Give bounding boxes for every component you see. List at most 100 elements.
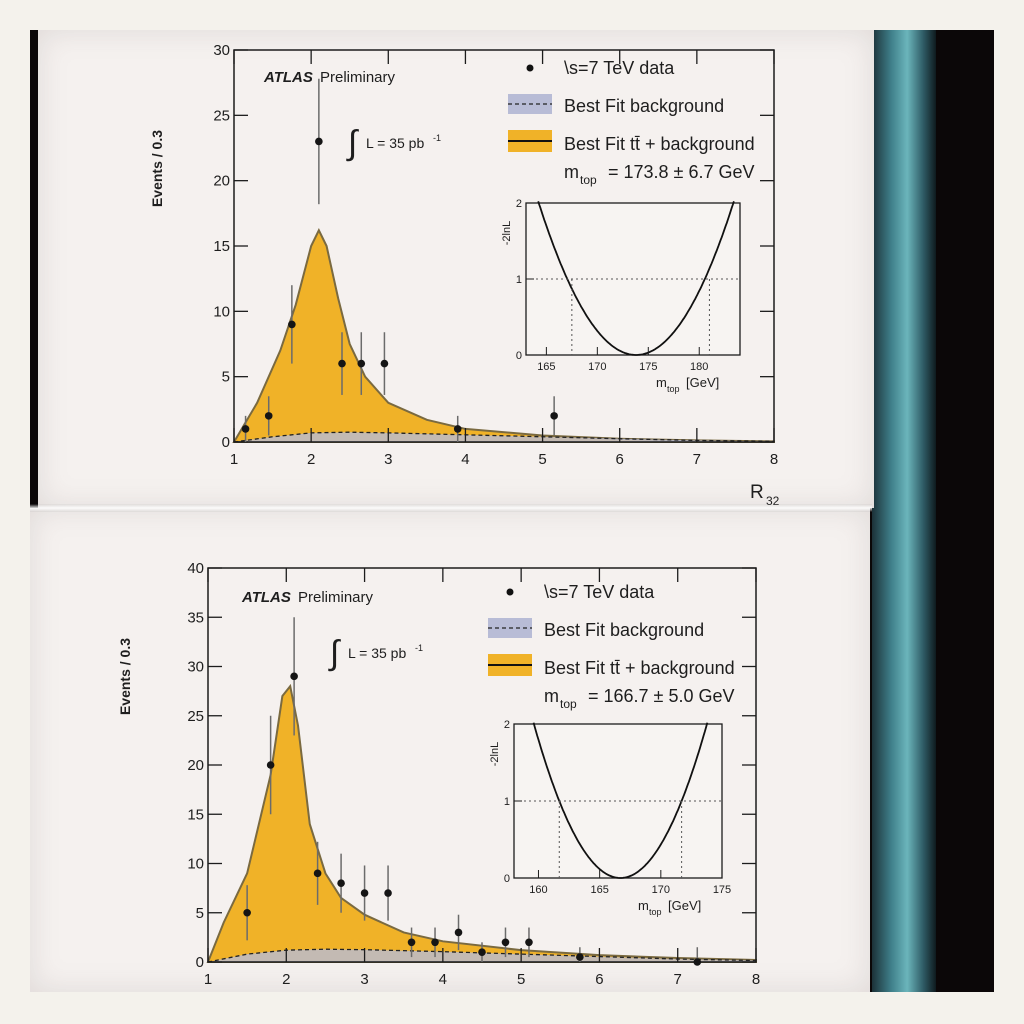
plot1-ytick-label: 0: [196, 954, 204, 971]
plot0-xtick-label: 4: [461, 451, 469, 468]
plot1-inset-ytick-label: 1: [504, 796, 510, 808]
plot1-data-point: [454, 928, 463, 937]
plot0-data-point: [241, 425, 250, 433]
plot0-experiment-status: Preliminary: [320, 69, 396, 86]
plot1-inset-likelihood-curve: [532, 722, 709, 879]
plot1-legend-signal-label: Best Fit tt̄ + background: [544, 658, 735, 678]
plot0-inset-xtick-label: 170: [588, 361, 606, 373]
plot0-mtop-value: = 173.8 ± 6.7 GeV: [608, 162, 754, 182]
plot0-inset-xlabel-unit: [GeV]: [686, 375, 719, 390]
plot1-ytick-label: 25: [187, 708, 204, 725]
plot0-data-point: [288, 320, 296, 329]
plot1-mtop-value: = 166.7 ± 5.0 GeV: [588, 686, 734, 706]
metal-edge: [872, 30, 936, 992]
plot0-data-point: [357, 359, 366, 368]
plot1-xtick-label: 1: [204, 971, 212, 988]
plot0-xtick-label: 6: [616, 451, 624, 468]
plot1-data-point: [337, 879, 345, 887]
plot0-inset-likelihood-curve: [537, 201, 735, 356]
plot1-xtick-label: 5: [517, 971, 525, 988]
plot1-inset-xlabel-unit: [GeV]: [668, 898, 701, 913]
plot1-data-point: [576, 953, 584, 961]
plot1-inset-xtick-label: 165: [590, 884, 608, 896]
plot0-xtick-label: 5: [538, 451, 546, 468]
plot1-inset-ytick-label: 0: [504, 873, 510, 885]
plot0-inset-xtick-label: 175: [639, 361, 657, 373]
photo-background: 0 5 10 15 20 25 30 1 2 3 4 5 6 7 8 Events / 0.3 R 32 ATLAS…: [30, 30, 994, 992]
plot0-legend-bg-label: Best Fit background: [564, 96, 724, 116]
plot0-legend-data-label: \s=7 TeV data: [564, 58, 675, 78]
plot1-xtick-label: 8: [752, 971, 760, 988]
plot0-ylabel: Events / 0.3: [149, 130, 165, 207]
plot0-legend-signal-label: Best Fit tt̄ + background: [564, 134, 755, 154]
plot0-xlabel: R: [750, 482, 764, 503]
plot0-legend-data-marker: [526, 64, 534, 72]
plot1-data-point: [290, 672, 298, 681]
plot1-mtop-sub: top: [560, 697, 577, 711]
plot0-data-point: [315, 137, 323, 146]
plot0-background-area: [234, 432, 774, 442]
plot1-ytick-label: 35: [187, 609, 204, 626]
plot0-mtop-sub: top: [580, 173, 597, 187]
plot1-inset-xtick-label: 175: [713, 884, 731, 896]
plot1-xtick-label: 4: [439, 971, 447, 988]
plot1-inset-frame: [513, 723, 723, 879]
paper-page-top: 0 5 10 15 20 25 30 1 2 3 4 5 6 7 8 Events / 0.3 R 32 ATLAS…: [38, 30, 874, 508]
plot1-xtick-label: 6: [595, 971, 603, 988]
plot1-ytick-label: 5: [196, 905, 204, 922]
plot0-inset-ylabel: -2lnL: [501, 221, 513, 245]
plot1-ylabel: Events / 0.3: [117, 638, 133, 715]
plot1-inset-xtick-label: 170: [652, 884, 670, 896]
plot1-inset-xlabel: m: [638, 898, 649, 913]
plot0-inset-ytick-label: 1: [516, 274, 522, 286]
plot1-background-line: [207, 948, 757, 963]
plot0-inset-xtick-label: 180: [690, 361, 708, 373]
plot1-data-point: [431, 938, 439, 947]
plot1-ytick-label: 20: [187, 757, 204, 774]
plot0-inset-ytick-label: 0: [516, 350, 522, 362]
plot1-inset-xlabel-sub: top: [649, 907, 662, 917]
plot1-data-point: [693, 958, 702, 966]
plot0-ytick-label: 30: [213, 42, 230, 59]
plot1-lumi-sup: -1: [415, 643, 423, 653]
plot1-legend-data-marker: [506, 588, 514, 596]
plot0-experiment-label: ATLAS: [263, 69, 313, 86]
plot0-ytick-label: 20: [213, 173, 230, 190]
paper-page-bottom: 0 5 10 15 20 25 30 35 40 1 2 3 4 5 6 7 8 Events / 0.3 ATLA…: [30, 508, 870, 992]
plot0-xtick-label: 2: [307, 451, 315, 468]
plot1-inset-xtick-label: 160: [529, 884, 547, 896]
plot0-inset-ytick-label: 2: [516, 198, 522, 210]
paper-fold: [30, 504, 872, 512]
plot0-lumi-text: L = 35 pb: [366, 135, 424, 151]
plot0-ytick-label: 0: [222, 434, 230, 451]
plot0-ytick-label: 25: [213, 107, 230, 124]
plot0-ytick-label: 5: [222, 369, 230, 386]
plot1-experiment-label: ATLAS: [241, 589, 291, 606]
plot0-data-point: [550, 412, 558, 420]
plot1-legend-bg-label: Best Fit background: [544, 620, 704, 640]
plot0-inset-xlabel: m: [656, 375, 667, 390]
plot1-legend-data-label: \s=7 TeV data: [544, 582, 655, 602]
plot1-inset-ytick-label: 2: [504, 719, 510, 731]
plot1-xtick-label: 7: [674, 971, 682, 988]
plot0-integral-sign: ∫: [346, 124, 359, 162]
plot1-inset-ylabel: -2lnL: [489, 742, 501, 766]
plot1-ytick-label: 30: [187, 659, 204, 676]
plot0-data-point: [338, 359, 346, 368]
plot1-data-point: [501, 938, 510, 947]
plot1-data-point: [360, 889, 369, 897]
plot0-data-point: [264, 412, 273, 420]
plot1-ytick-label: 40: [187, 560, 204, 577]
plot1-ytick-label: 10: [187, 856, 204, 873]
plot1-xtick-label: 2: [282, 971, 290, 988]
plot0-xtick-label: 7: [693, 451, 701, 468]
plot1-data-point: [407, 938, 416, 947]
plot0-xtick-label: 1: [230, 451, 238, 468]
plot1-data-point: [525, 938, 533, 947]
plot1-data-point: [266, 761, 275, 769]
plot0-inset-xtick-label: 165: [537, 361, 555, 373]
plot0-data-point: [380, 359, 389, 368]
plot1-xtick-label: 3: [360, 971, 368, 988]
plot1-integral-sign: ∫: [328, 634, 341, 672]
